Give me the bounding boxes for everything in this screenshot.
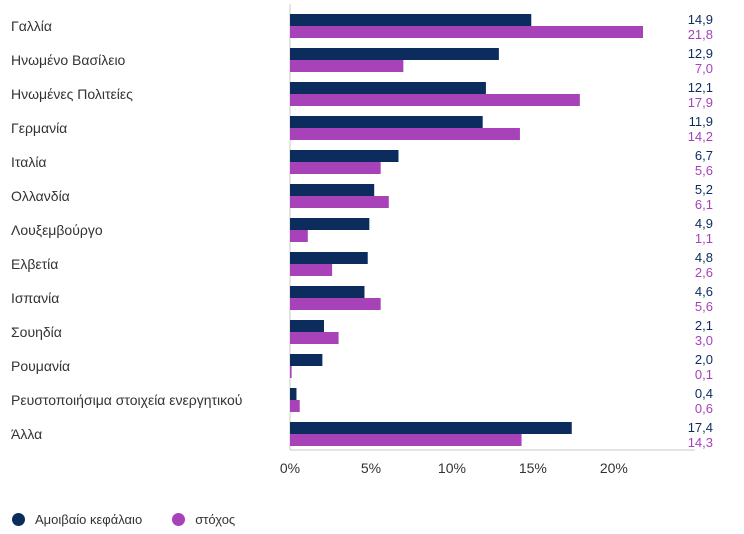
category-label: Ρευστοποιήσιμα στοιχεία ενεργητικού <box>11 392 242 408</box>
x-tick-label: 15% <box>519 460 547 476</box>
value-label-fund: 4,9 <box>695 216 713 231</box>
bar-target <box>290 332 339 344</box>
bar-fund <box>290 150 399 162</box>
bar-fund <box>290 116 483 128</box>
category-label: Ιταλία <box>11 154 47 170</box>
value-label-target: 5,6 <box>695 163 713 178</box>
value-label-target: 17,9 <box>688 95 713 110</box>
bar-target <box>290 264 333 276</box>
value-label-target: 0,6 <box>695 401 713 416</box>
legend-label-fund: Αμοιβαίο κεφάλαιο <box>35 512 143 527</box>
category-label: Γαλλία <box>11 18 52 34</box>
category-label: Ελβετία <box>11 256 58 272</box>
legend-swatch-target <box>172 513 186 526</box>
value-label-fund: 4,8 <box>695 250 713 265</box>
x-tick-label: 5% <box>361 460 381 476</box>
bar-fund <box>290 388 297 400</box>
value-label-target: 14,2 <box>688 129 713 144</box>
category-label: Ηνωμένες Πολιτείες <box>11 86 133 102</box>
legend-swatch-fund <box>12 513 25 526</box>
value-label-fund: 17,4 <box>688 420 713 435</box>
legend-item-target: στόχος <box>172 512 235 527</box>
category-label: Γερμανία <box>11 120 67 136</box>
bar-target <box>290 230 308 242</box>
value-label-fund: 2,0 <box>695 352 713 367</box>
category-label: Ηνωμένο Βασίλειο <box>11 52 126 68</box>
bar-fund <box>290 422 572 434</box>
value-label-target: 21,8 <box>688 27 713 42</box>
bar-target <box>290 26 643 38</box>
category-label: Σουηδία <box>11 324 62 340</box>
bar-target <box>290 94 580 106</box>
legend-item-fund: Αμοιβαίο κεφάλαιο <box>12 512 142 527</box>
bar-target <box>290 298 381 310</box>
value-label-target: 6,1 <box>695 197 713 212</box>
value-label-fund: 4,6 <box>695 284 713 299</box>
category-label: Ρουμανία <box>11 358 70 374</box>
x-tick-label: 10% <box>438 460 466 476</box>
value-label-fund: 0,4 <box>695 386 713 401</box>
category-label: Ισπανία <box>11 290 59 306</box>
value-label-target: 5,6 <box>695 299 713 314</box>
value-label-fund: 12,1 <box>688 80 713 95</box>
bar-fund <box>290 354 323 366</box>
bar-target <box>290 60 404 72</box>
chart-legend: Αμοιβαίο κεφάλαιο στόχος <box>12 512 265 527</box>
value-label-target: 14,3 <box>688 435 713 450</box>
value-label-fund: 2,1 <box>695 318 713 333</box>
category-label: Ολλανδία <box>11 188 70 204</box>
value-label-target: 7,0 <box>695 61 713 76</box>
value-label-target: 1,1 <box>695 231 713 246</box>
value-label-fund: 5,2 <box>695 182 713 197</box>
bar-fund <box>290 14 532 26</box>
bar-target <box>290 162 381 174</box>
value-label-fund: 6,7 <box>695 148 713 163</box>
category-label: Άλλα <box>11 426 42 442</box>
bar-fund <box>290 218 370 230</box>
bar-target <box>290 434 522 446</box>
value-label-fund: 14,9 <box>688 12 713 27</box>
bar-fund <box>290 82 486 94</box>
value-label-target: 2,6 <box>695 265 713 280</box>
category-label: Λουξεμβούργο <box>11 222 103 238</box>
value-label-fund: 12,9 <box>688 46 713 61</box>
value-label-fund: 11,9 <box>689 114 713 129</box>
bar-target <box>290 128 520 140</box>
legend-label-target: στόχος <box>195 512 236 527</box>
x-tick-label: 20% <box>600 460 628 476</box>
bar-target <box>290 400 300 412</box>
value-label-target: 3,0 <box>695 333 713 348</box>
bar-target <box>290 196 389 208</box>
bar-fund <box>290 286 365 298</box>
bar-target <box>290 366 292 378</box>
value-label-target: 0,1 <box>695 367 713 382</box>
bar-fund <box>290 252 368 264</box>
bar-fund <box>290 48 499 60</box>
bar-fund <box>290 184 375 196</box>
bar-fund <box>290 320 325 332</box>
x-tick-label: 0% <box>280 460 300 476</box>
